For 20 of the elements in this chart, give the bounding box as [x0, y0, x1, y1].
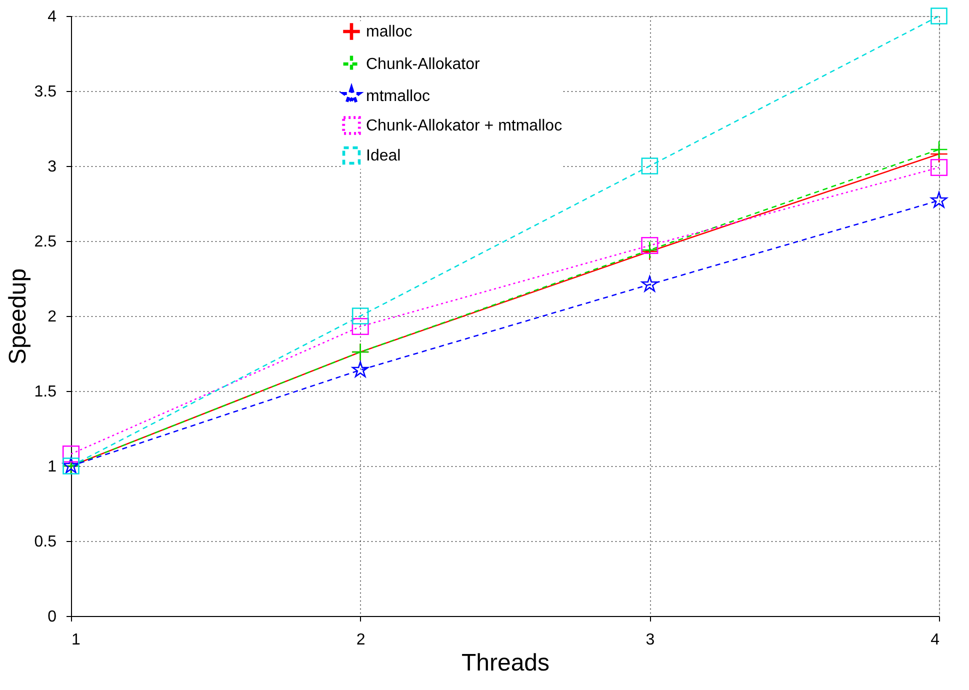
y-tick-label: 4 — [48, 8, 57, 26]
y-tick-label: 3.5 — [34, 84, 57, 100]
x-tick-label: 3 — [646, 632, 655, 648]
x-axis-title: Threads — [461, 650, 550, 676]
x-tick-label: 4 — [930, 632, 940, 648]
legend-label: Chunk-Allokator + mtmalloc — [366, 118, 562, 134]
legend-label: Chunk-Allokator — [366, 56, 480, 73]
x-tick-label: 1 — [72, 632, 80, 648]
y-tick-label: 3 — [48, 158, 57, 176]
x-tick-label: 2 — [356, 632, 366, 648]
y-tick-label: 0.5 — [34, 534, 57, 550]
y-tick-label: 2 — [48, 308, 57, 326]
legend-label: mtmalloc — [366, 88, 430, 105]
legend-label: malloc — [366, 24, 412, 40]
y-tick-label: 1 — [48, 458, 57, 476]
y-tick-label: 2.5 — [34, 234, 57, 250]
y-tick-label: 0 — [48, 608, 57, 626]
y-tick-label: 1.5 — [34, 384, 57, 400]
y-axis-title: Speedup — [4, 268, 32, 365]
legend-label: Ideal — [366, 148, 401, 164]
